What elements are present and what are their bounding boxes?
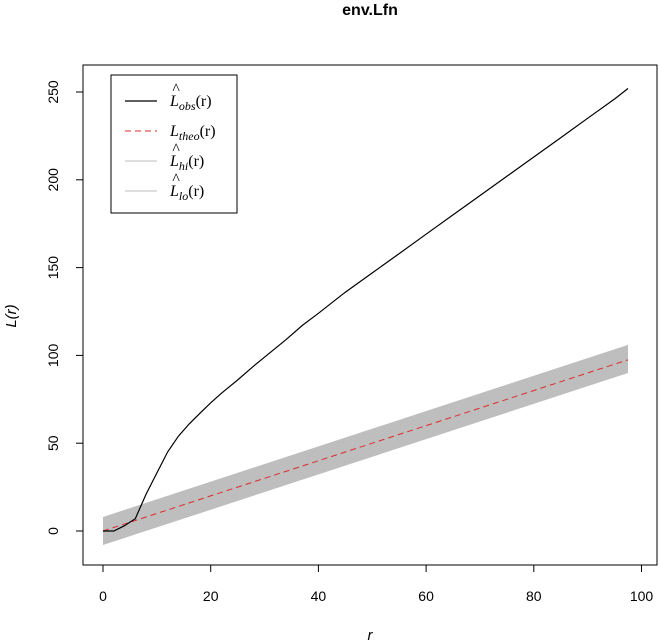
legend-box: [110, 74, 238, 214]
legend-hat-obs: ^: [172, 81, 180, 98]
legend-label-hi: Lhi(r): [169, 153, 204, 173]
x-tick-label: 40: [311, 588, 327, 604]
y-tick-label: 150: [45, 256, 61, 280]
y-tick-label: 100: [45, 344, 61, 368]
y-tick-label: 0: [45, 527, 61, 535]
x-tick-label: 20: [203, 588, 219, 604]
legend-hat-hi: ^: [172, 141, 180, 158]
legend-label-obs: Lobs(r): [169, 93, 212, 113]
chart-title: env.Lfn: [342, 2, 398, 19]
y-tick-label: 50: [45, 435, 61, 451]
x-axis-label: r: [368, 627, 374, 642]
x-tick-label: 80: [526, 588, 542, 604]
lines-layer: [102, 88, 629, 532]
x-axis: 0 20 40 60 80 100: [99, 564, 654, 604]
envelope-layer: [103, 344, 629, 546]
legend-label-theo: Ltheo(r): [169, 123, 216, 143]
x-tick-label: 60: [418, 588, 434, 604]
y-axis: 0 50 100 150 200 250: [45, 80, 84, 535]
y-axis-label: L(r): [3, 304, 20, 327]
series-line-obs: [103, 88, 629, 532]
envelope-band: [103, 344, 629, 546]
legend-label-lo: Llo(r): [169, 183, 204, 203]
y-tick-label: 200: [45, 168, 61, 192]
x-tick-label: 0: [99, 588, 107, 604]
legend-hat-lo: ^: [172, 171, 180, 188]
x-tick-label: 100: [630, 588, 654, 604]
series-line-theo: [102, 359, 629, 532]
y-tick-label: 250: [45, 80, 61, 104]
legend: Lobs(r)^Ltheo(r)Lhi(r)^Llo(r)^: [110, 74, 238, 214]
